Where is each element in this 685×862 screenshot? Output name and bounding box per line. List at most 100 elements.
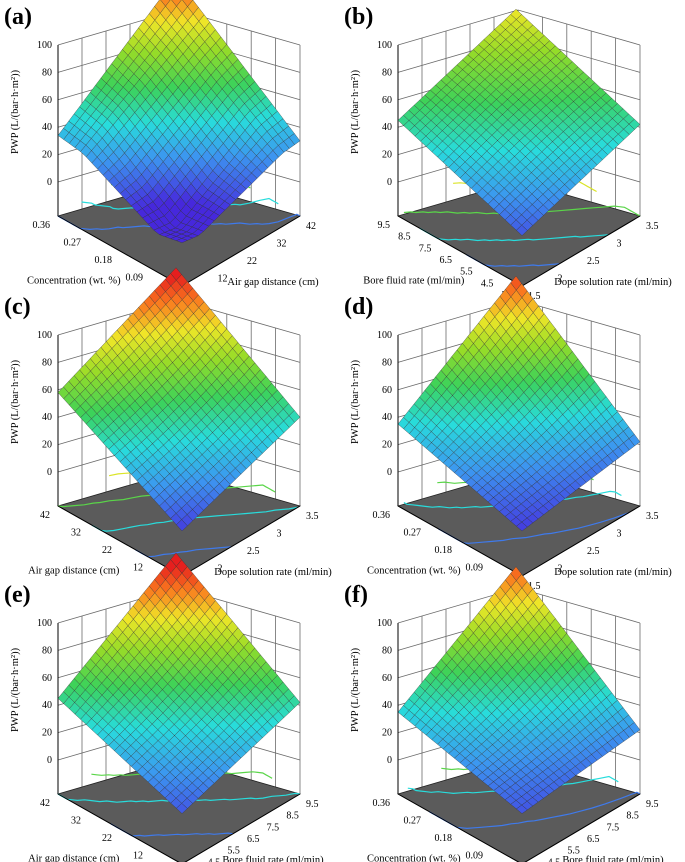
chart-panel-5: 0 20 40 60 80 100 PWP (L/(bar·h·m²)) 2 12 22 32 42 A… bbox=[4, 552, 324, 862]
x-axis-line bbox=[397, 505, 523, 577]
z-tick-label: 20 bbox=[382, 728, 392, 739]
x-axis-label: Concentration (wt. %) bbox=[27, 276, 121, 287]
x-tick-label: 7.5 bbox=[419, 243, 432, 254]
x-tick-label: 32 bbox=[71, 816, 81, 827]
response-surface bbox=[397, 275, 641, 532]
panel-label: (d) bbox=[344, 294, 373, 320]
z-tick-label: 100 bbox=[37, 330, 52, 341]
z-tick-label: 60 bbox=[382, 385, 392, 396]
y-axis-line bbox=[181, 505, 301, 577]
x-tick-label: 0.36 bbox=[33, 220, 51, 231]
x-tick-label: 12 bbox=[133, 563, 143, 574]
z-tick-label: 80 bbox=[382, 357, 392, 368]
response-surface bbox=[397, 566, 641, 814]
z-tick-label: 80 bbox=[42, 357, 52, 368]
surface-cell bbox=[176, 519, 188, 532]
y-tick-label: 42 bbox=[306, 221, 316, 232]
y-axis-label: Dope solution rate (ml/min) bbox=[554, 277, 672, 288]
z-tick-label: 40 bbox=[382, 412, 392, 423]
z-tick-label: 80 bbox=[42, 645, 52, 656]
z-axis-label: PWP (L/(bar·h·m²)) bbox=[350, 69, 361, 154]
z-tick-label: 20 bbox=[42, 150, 52, 161]
surface-cell bbox=[516, 521, 528, 532]
surface-cell bbox=[516, 224, 528, 236]
y-tick-label: 2.5 bbox=[587, 256, 600, 267]
y-tick-label: 6.5 bbox=[587, 834, 600, 845]
z-tick-label: 80 bbox=[382, 645, 392, 656]
z-tick-label: 40 bbox=[42, 700, 52, 711]
z-tick-label: 40 bbox=[42, 122, 52, 133]
z-axis-label: PWP (L/(bar·h·m²)) bbox=[350, 359, 361, 444]
z-tick-label: 60 bbox=[382, 95, 392, 106]
y-tick-label: 22 bbox=[247, 256, 257, 267]
y-axis-label: Bore fluid rate (ml/min) bbox=[562, 855, 664, 862]
z-tick-label: 100 bbox=[377, 330, 392, 341]
y-tick-label: 8.5 bbox=[626, 811, 639, 822]
x-tick-label: 8.5 bbox=[398, 232, 411, 243]
y-axis-line bbox=[521, 505, 641, 577]
y-tick-label: 2 bbox=[558, 274, 563, 285]
y-tick-label: 3 bbox=[617, 529, 622, 540]
x-axis-line bbox=[57, 505, 183, 577]
z-tick-label: 100 bbox=[377, 40, 392, 51]
y-axis-label: Dope solution rate (ml/min) bbox=[214, 567, 332, 578]
panel-label: (f) bbox=[344, 582, 368, 608]
z-axis-label: PWP (L/(bar·h·m²)) bbox=[10, 69, 21, 154]
x-axis-label: Bore fluid rate (ml/min) bbox=[363, 276, 465, 287]
chart-panel-2: 0 20 40 60 80 100 PWP (L/(bar·h·m²)) 3.5 4.5 5.5 6… bbox=[344, 4, 672, 302]
z-tick-label: 0 bbox=[47, 755, 52, 766]
wall-grid-line bbox=[397, 9, 641, 46]
x-axis-label: Air gap distance (cm) bbox=[28, 854, 120, 862]
z-tick-label: 100 bbox=[377, 618, 392, 629]
x-tick-label: 0.09 bbox=[466, 563, 484, 574]
x-tick-label: 0.27 bbox=[404, 816, 422, 827]
y-tick-label: 9.5 bbox=[646, 799, 659, 810]
response-surface bbox=[57, 552, 301, 814]
response-surface bbox=[57, 267, 301, 532]
z-tick-label: 20 bbox=[382, 150, 392, 161]
x-tick-label: 42 bbox=[40, 510, 50, 521]
y-tick-label: 2 bbox=[558, 564, 563, 575]
x-tick-label: 0.36 bbox=[373, 510, 391, 521]
y-tick-label: 1.5 bbox=[528, 581, 541, 592]
x-tick-label: 0.18 bbox=[435, 833, 453, 844]
z-tick-label: 0 bbox=[47, 467, 52, 478]
y-axis-label: Bore fluid rate (ml/min) bbox=[222, 855, 324, 862]
z-tick-label: 80 bbox=[42, 67, 52, 78]
y-tick-label: 3 bbox=[617, 239, 622, 250]
panel-label: (a) bbox=[4, 4, 32, 30]
z-tick-label: 0 bbox=[387, 177, 392, 188]
x-tick-label: 0.27 bbox=[64, 238, 82, 249]
y-tick-label: 2.5 bbox=[247, 546, 260, 557]
y-tick-label: 9.5 bbox=[306, 799, 319, 810]
x-tick-label: 0.18 bbox=[435, 545, 453, 556]
z-tick-label: 40 bbox=[382, 700, 392, 711]
response-surface bbox=[397, 8, 641, 236]
z-axis-label: PWP (L/(bar·h·m²)) bbox=[10, 647, 21, 732]
x-tick-label: 0.27 bbox=[404, 528, 422, 539]
y-tick-label: 3 bbox=[277, 529, 282, 540]
x-tick-label: 12 bbox=[133, 851, 143, 862]
x-tick-label: 6.5 bbox=[440, 255, 453, 266]
z-tick-label: 0 bbox=[47, 177, 52, 188]
y-tick-label: 3.5 bbox=[646, 221, 659, 232]
x-tick-label: 22 bbox=[102, 833, 112, 844]
panel-label: (e) bbox=[4, 582, 31, 608]
x-tick-label: 5.5 bbox=[460, 267, 473, 278]
x-tick-label: 42 bbox=[40, 798, 50, 809]
y-axis-line bbox=[521, 215, 641, 287]
y-tick-label: 32 bbox=[277, 239, 287, 250]
y-tick-label: 2.5 bbox=[587, 546, 600, 557]
x-axis-label: Concentration (wt. %) bbox=[367, 566, 461, 577]
x-tick-label: 32 bbox=[71, 528, 81, 539]
y-tick-label: 1.5 bbox=[528, 291, 541, 302]
x-tick-label: 0.09 bbox=[466, 851, 484, 862]
x-tick-label: 0.09 bbox=[126, 273, 144, 284]
y-tick-label: 2 bbox=[218, 564, 223, 575]
y-tick-label: 12 bbox=[218, 274, 228, 285]
x-tick-label: 0.36 bbox=[373, 798, 391, 809]
z-tick-label: 60 bbox=[42, 95, 52, 106]
